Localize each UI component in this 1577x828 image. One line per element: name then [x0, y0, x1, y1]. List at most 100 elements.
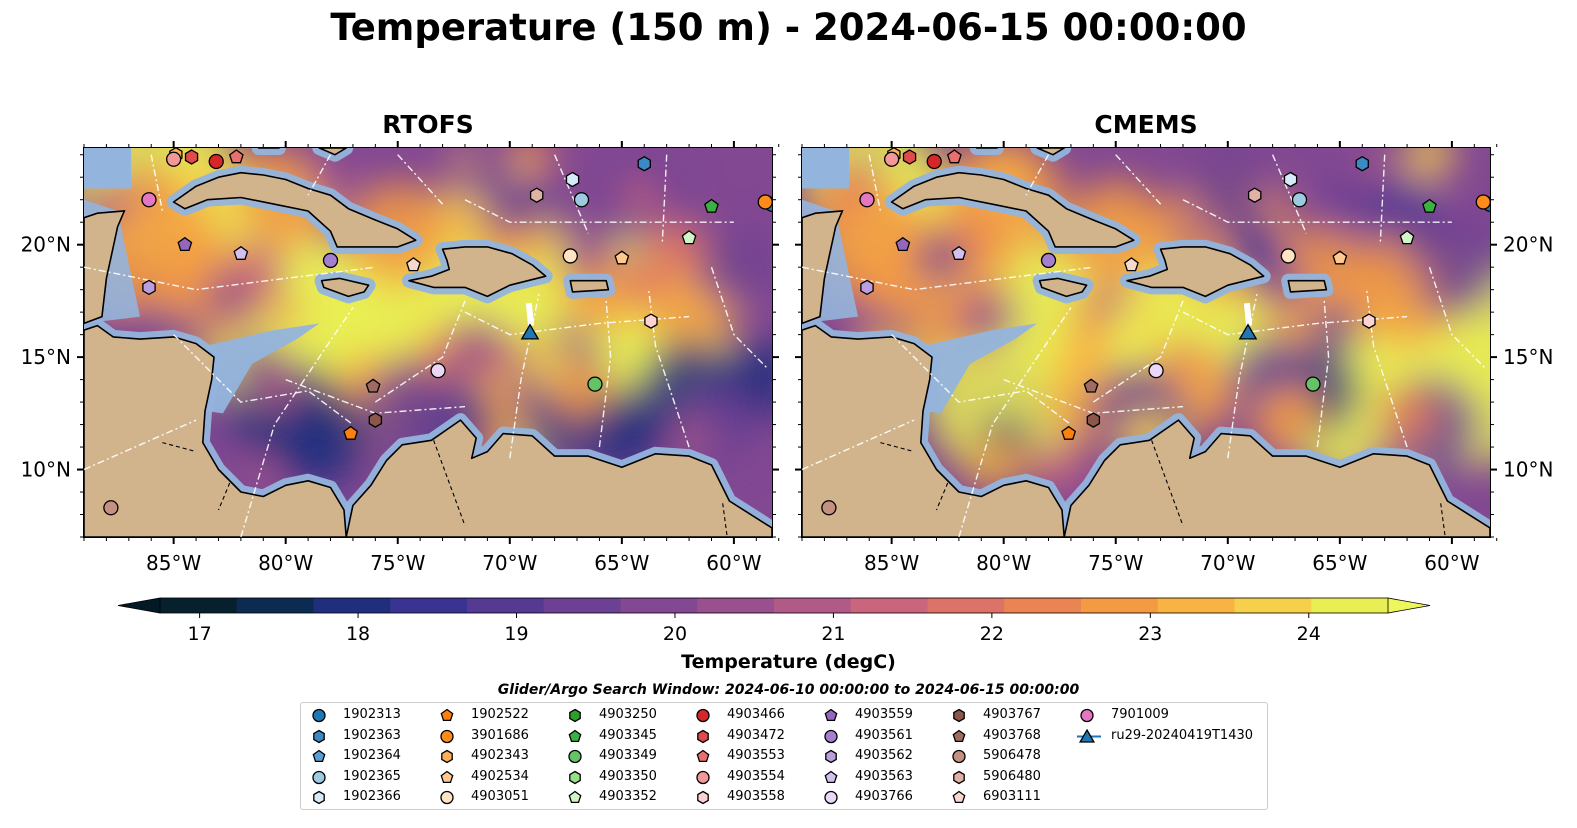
hexagon-marker-icon — [313, 791, 325, 805]
map-rtofs[interactable] — [83, 147, 773, 538]
panel-title-cmems: CMEMS — [1094, 110, 1198, 139]
hexagon-marker-icon — [441, 749, 453, 764]
search-window-text: Glider/Argo Search Window: 2024-06-10 00… — [497, 682, 1080, 698]
y-tick-label: 20°N — [21, 233, 71, 257]
float-marker-4903767[interactable] — [368, 412, 383, 428]
colorbar-segment — [1004, 598, 1082, 613]
legend-label: 4903250 — [599, 707, 657, 722]
legend-label: 1902365 — [343, 768, 401, 784]
x-tick-label: 60°W — [1424, 551, 1479, 575]
map-canvas-cmems — [802, 148, 1490, 537]
legend-label: 4903563 — [855, 768, 913, 784]
pentagon-marker-icon — [952, 729, 966, 742]
float-marker-4903472[interactable] — [902, 149, 917, 165]
float-marker-1902366[interactable] — [565, 171, 580, 188]
float-marker-4903051[interactable] — [1280, 248, 1296, 264]
float-marker-4903766[interactable] — [430, 362, 446, 379]
legend-label: 4903350 — [599, 768, 657, 784]
float-marker-7901009[interactable] — [141, 192, 157, 208]
float-marker-4903558[interactable] — [1362, 313, 1376, 329]
float-marker-4903345[interactable] — [704, 198, 719, 213]
float-marker-4903553[interactable] — [946, 149, 962, 164]
float-marker-3901686[interactable] — [757, 194, 772, 210]
float-marker-1902365[interactable] — [1291, 192, 1308, 208]
triangle-marker-icon — [1077, 728, 1101, 743]
float-marker-4903466[interactable] — [208, 153, 224, 170]
legend-label: 1902313 — [343, 707, 401, 722]
legend-label: ru29-20240419T1430 — [1111, 727, 1254, 743]
colorbar-segment — [236, 598, 314, 613]
colorbar-extend-low — [117, 597, 161, 614]
float-marker-4903349[interactable] — [587, 376, 603, 392]
float-marker-1902522[interactable] — [343, 425, 359, 440]
float-marker-4903767[interactable] — [1086, 412, 1101, 428]
float-marker-6903111[interactable] — [1124, 257, 1139, 272]
circle-marker-icon — [696, 770, 710, 784]
circle-marker-icon — [696, 708, 710, 723]
colorbar-label: Temperature (degC) — [681, 651, 896, 673]
float-marker-5906480[interactable] — [1247, 187, 1262, 203]
float-marker-4903553[interactable] — [228, 149, 244, 164]
float-marker-4903558[interactable] — [644, 313, 658, 329]
float-marker-6903111[interactable] — [406, 257, 421, 272]
legend-label: 3901686 — [471, 727, 529, 743]
float-marker-4903562[interactable] — [142, 279, 156, 296]
float-marker-4903345[interactable] — [1422, 198, 1437, 213]
float-marker-1902363[interactable] — [637, 155, 651, 172]
legend-label: 5906478 — [983, 748, 1041, 764]
map-cmems[interactable] — [801, 147, 1491, 538]
float-marker-4903352[interactable] — [681, 230, 697, 245]
colorbar-segment — [1234, 598, 1312, 613]
pentagon-marker-icon — [312, 749, 326, 763]
colorbar-extend-high — [1387, 597, 1431, 614]
float-marker-4903559[interactable] — [895, 236, 911, 252]
float-marker-4903051[interactable] — [562, 248, 578, 264]
colorbar-segment — [850, 598, 928, 613]
float-marker-4903766[interactable] — [1148, 362, 1164, 379]
legend-label: 4903466 — [727, 707, 785, 722]
float-marker-1902363[interactable] — [1355, 155, 1369, 172]
pentagon-marker-icon — [824, 770, 838, 783]
pentagon-marker-icon — [696, 749, 710, 763]
colorbar-segment — [467, 598, 545, 613]
float-marker-4903561[interactable] — [322, 252, 339, 269]
main-title: Temperature (150 m) - 2024-06-15 00:00:0… — [330, 6, 1247, 49]
float-marker-4903472[interactable] — [184, 149, 199, 165]
glider-marker[interactable] — [520, 323, 540, 340]
float-marker-4903554[interactable] — [883, 151, 900, 167]
float-marker-1902366[interactable] — [1283, 171, 1298, 188]
float-marker-1902365[interactable] — [573, 192, 590, 208]
legend-label: 4903558 — [727, 789, 785, 805]
float-marker-7901009[interactable] — [859, 192, 875, 208]
float-marker-4903562[interactable] — [860, 279, 874, 296]
circle-marker-icon — [1080, 708, 1094, 723]
float-marker-1902522[interactable] — [1061, 425, 1077, 440]
float-marker-4903563[interactable] — [233, 245, 249, 260]
x-tick-label: 70°W — [482, 551, 537, 575]
float-marker-4903561[interactable] — [1040, 252, 1057, 269]
x-tick-label: 65°W — [594, 551, 649, 575]
pentagon-marker-icon — [568, 729, 582, 742]
x-tick-label: 70°W — [1200, 551, 1255, 575]
float-marker-5906478[interactable] — [821, 500, 837, 516]
float-marker-4903559[interactable] — [177, 236, 193, 252]
float-marker-4902534[interactable] — [614, 250, 630, 265]
legend-label: 4903553 — [727, 748, 785, 764]
float-marker-4903466[interactable] — [926, 153, 942, 170]
float-marker-4903352[interactable] — [1399, 230, 1415, 245]
float-marker-4903554[interactable] — [165, 151, 182, 167]
circle-marker-icon — [440, 791, 454, 805]
colorbar-segment — [390, 598, 468, 613]
float-marker-5906478[interactable] — [103, 500, 119, 516]
float-marker-4903349[interactable] — [1305, 376, 1321, 392]
float-marker-4903768[interactable] — [1083, 378, 1099, 393]
glider-marker[interactable] — [1238, 323, 1258, 340]
float-marker-4903768[interactable] — [365, 378, 381, 393]
colorbar-tick-label: 23 — [1138, 623, 1162, 645]
float-marker-4902534[interactable] — [1332, 250, 1348, 265]
map-axes: 85°W 80°W 75°W 70°W 65°W 60°W 20°N 15°N 10°N 85°W… — [21, 141, 1553, 575]
float-marker-5906480[interactable] — [529, 187, 544, 203]
float-marker-3901686[interactable] — [1475, 194, 1490, 210]
colorbar-tick-label: 19 — [504, 623, 528, 645]
float-marker-4903563[interactable] — [951, 245, 967, 260]
